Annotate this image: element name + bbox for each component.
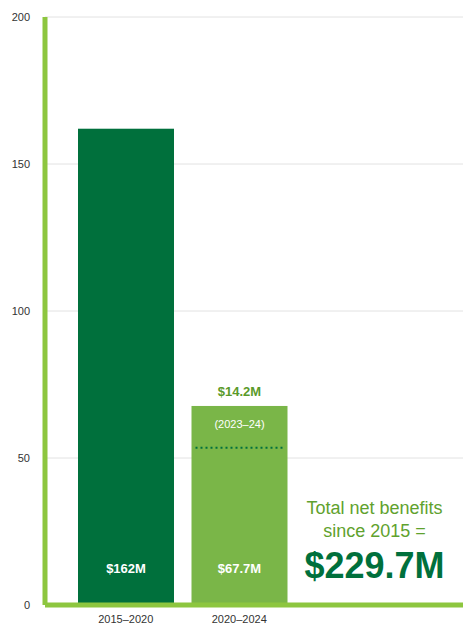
svg-text:$67.7M: $67.7M <box>218 561 261 576</box>
svg-text:$14.2M: $14.2M <box>218 384 261 399</box>
svg-text:200: 200 <box>12 11 30 23</box>
svg-text:$162M: $162M <box>106 561 146 576</box>
html-text:$229.7M: $229.7M <box>304 544 445 586</box>
svg-text:100: 100 <box>12 305 30 317</box>
svg-text:2020–2024: 2020–2024 <box>212 613 267 625</box>
svg-text:150: 150 <box>12 158 30 170</box>
svg-text:0: 0 <box>24 599 30 611</box>
html-text:Total net benefits since 2015: Total net benefits since 2015 = <box>306 498 443 542</box>
svg-text:2015–2020: 2015–2020 <box>98 613 153 625</box>
svg-text:50: 50 <box>18 452 30 464</box>
svg-text:(2023–24): (2023–24) <box>214 418 264 430</box>
